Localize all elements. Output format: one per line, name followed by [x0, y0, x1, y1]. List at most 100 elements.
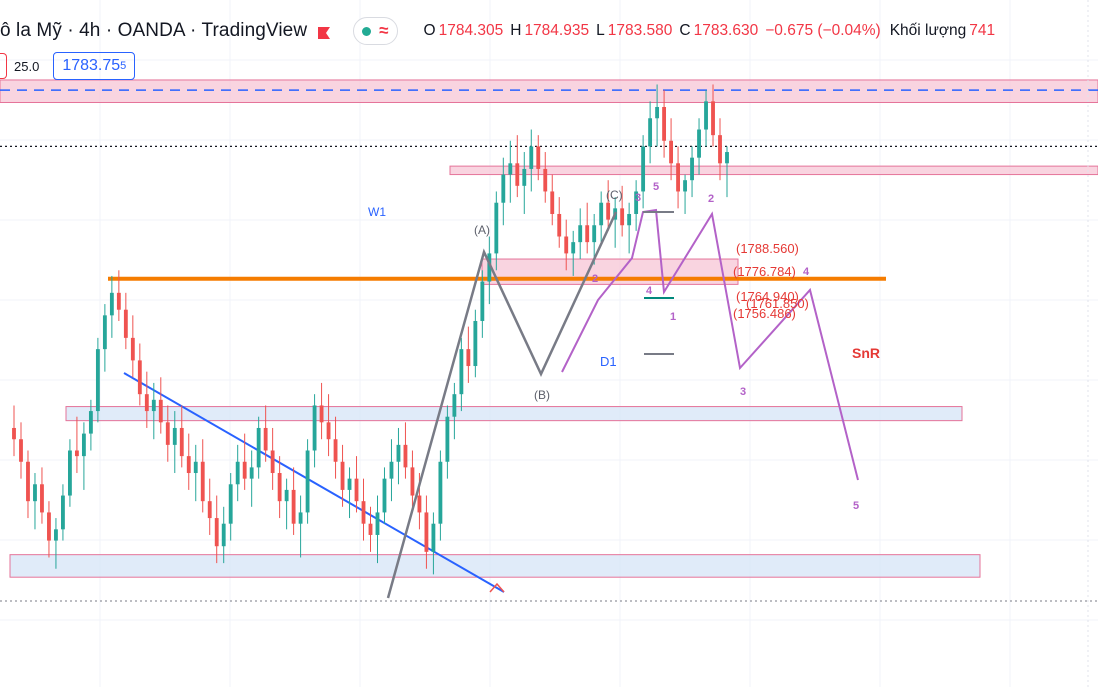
candle-body-47: [340, 461, 345, 490]
label-impulse-3: 3: [635, 192, 641, 204]
trendline-arrow[interactable]: [489, 582, 505, 593]
candle-body-94: [669, 140, 674, 164]
candle-body-97: [690, 157, 694, 181]
candle-body-78: [557, 213, 562, 237]
candle-body-40: [291, 489, 296, 524]
open-label: O: [423, 22, 436, 39]
candle-body-15: [116, 292, 121, 310]
candle-body-26: [193, 461, 198, 474]
candle-body-72: [515, 163, 520, 186]
candle-body-77: [550, 191, 555, 214]
candle-body-87: [620, 208, 625, 226]
candle-body-69: [494, 202, 499, 254]
candle-body-39: [284, 489, 289, 502]
candle-body-43: [312, 405, 317, 451]
candle-body-44: [319, 405, 324, 423]
candle-body-56: [403, 444, 408, 468]
volume-label: Khối lượng: [889, 22, 967, 39]
buy-price-sup: 5: [120, 60, 127, 72]
zone-3: [65, 406, 963, 422]
labels-layer: (A) (B) (C) 1 2 3 4 5 2 3 4 5 W1 D1 SnR (1788.560) (1776…: [368, 181, 880, 512]
candle-body-1: [19, 439, 23, 462]
candle-body-79: [564, 236, 569, 254]
candle-body-95: [676, 163, 680, 192]
candle-body-81: [578, 225, 583, 243]
candle-body-23: [172, 427, 177, 445]
candle-body-13: [102, 315, 107, 350]
label-target-4: (1756.486): [733, 306, 796, 321]
candle-body-67: [480, 281, 485, 321]
candle-body-50: [361, 501, 366, 524]
candle-body-17: [130, 337, 135, 361]
label-wave-C: (C): [606, 188, 623, 202]
candle-body-38: [277, 473, 282, 502]
candle-body-20: [151, 399, 156, 412]
candle-body-58: [417, 495, 422, 513]
label-target-2: (1764.940): [736, 289, 799, 304]
label-impulse-2: 2: [708, 193, 714, 205]
candle-body-57: [410, 467, 415, 496]
label-impulse-1: 1: [670, 311, 676, 323]
label-wave-A: (A): [474, 223, 490, 237]
candle-body-33: [242, 461, 247, 479]
candle-body-34: [249, 467, 254, 479]
candle-body-64: [459, 349, 464, 395]
label-target-3: (1761.850): [746, 296, 809, 311]
candles-layer: [12, 84, 729, 575]
candle-body-89: [634, 191, 639, 214]
candle-body-35: [256, 427, 261, 468]
candle-body-76: [543, 168, 548, 192]
candle-body-30: [221, 523, 226, 547]
close-label: C: [679, 22, 691, 39]
sell-button[interactable]: [0, 53, 7, 79]
label-target-0: (1788.560): [736, 241, 799, 256]
candle-body-49: [354, 478, 359, 502]
candle-body-60: [431, 523, 436, 552]
symbol-title[interactable]: ô la Mỹ · 4h · OANDA · TradingView: [0, 20, 308, 41]
high-label: H: [510, 22, 522, 39]
flag-icon[interactable]: [317, 24, 331, 39]
market-status-pill[interactable]: ≈: [353, 17, 398, 45]
candle-body-54: [389, 461, 394, 479]
candle-body-65: [466, 349, 471, 367]
candle-body-53: [382, 478, 387, 513]
label-d1: D1: [600, 354, 617, 369]
candle-body-22: [165, 422, 170, 445]
candle-body-66: [473, 320, 478, 367]
candle-body-52: [375, 512, 380, 535]
candle-body-19: [144, 394, 149, 412]
candle-body-100: [711, 101, 715, 136]
ohlc-values: O 1784.305 H 1784.935 L 1783.580 C 1783.630 …: [424, 22, 1000, 40]
zone-5: [449, 165, 1098, 176]
drawings-layer[interactable]: [386, 208, 859, 599]
candle-body-31: [228, 484, 233, 524]
candle-body-63: [452, 394, 457, 417]
buy-button[interactable]: 1783.75 5: [53, 52, 136, 80]
abc-wave-path[interactable]: [386, 211, 618, 599]
candle-body-0: [12, 427, 16, 440]
candle-body-46: [333, 439, 338, 462]
elliott-wave-path[interactable]: [561, 208, 859, 481]
spread-value: 25.0: [14, 58, 40, 74]
candle-body-36: [263, 427, 268, 451]
candle-body-18: [137, 360, 142, 395]
candle-body-3: [33, 484, 37, 502]
trade-panel: 25.0 1783.75 5: [0, 51, 136, 81]
candle-body-101: [718, 135, 722, 164]
market-open-icon: [362, 26, 372, 36]
open-value: 1784.305: [438, 22, 504, 39]
candle-body-27: [200, 461, 205, 502]
candle-body-83: [592, 225, 597, 243]
candle-body-8: [67, 450, 72, 496]
zone-4: [9, 554, 981, 578]
candle-body-42: [305, 450, 310, 513]
candle-body-5: [47, 512, 51, 541]
volume-value: 741: [969, 22, 996, 39]
candle-body-11: [88, 411, 93, 434]
candle-body-73: [522, 168, 527, 186]
candle-body-68: [487, 253, 492, 282]
wave-icon: ≈: [379, 21, 389, 40]
label-snr: SnR: [852, 345, 880, 361]
candle-body-21: [158, 399, 163, 423]
